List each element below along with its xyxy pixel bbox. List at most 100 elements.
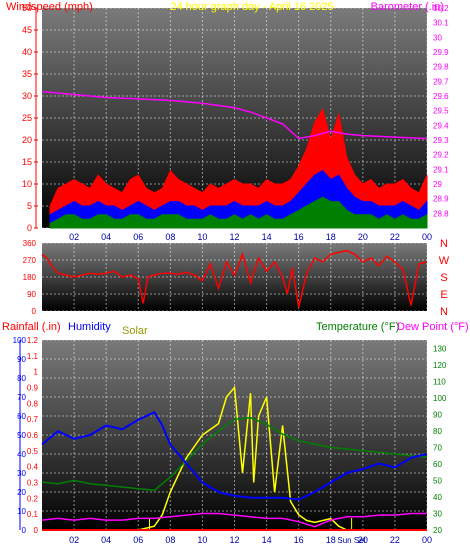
rainfall-label: Rainfall (.in) — [2, 321, 61, 333]
rain-x-tick: 12 — [229, 535, 239, 545]
compass-label: E — [440, 289, 447, 301]
compass-label: S — [440, 272, 447, 284]
wind-x-tick: 00 — [422, 232, 432, 242]
baro-y-tick: 29.4 — [433, 121, 449, 130]
rain-x-tick: 18 — [326, 535, 336, 545]
wind-panel: 0 5 10 15 20 25 30 35 40 45 50 28.8 28.9 29 29.1 29.2 2… — [6, 1, 449, 242]
temp-y-tick: 40 — [433, 493, 442, 502]
temp-y-tick: 60 — [433, 460, 442, 469]
humidity-y-tick: 70 — [17, 393, 26, 402]
humidity-y-tick: 20 — [17, 488, 26, 497]
wind-y-tick: 35 — [22, 69, 32, 79]
wind-x-tick: 02 — [69, 232, 79, 242]
dewpoint-line — [41, 512, 427, 528]
temperature-label: Temperature (°F) — [316, 321, 399, 333]
windspeed-label: Windspeed (mph) — [6, 1, 93, 13]
rain-y-tick: 1.1 — [27, 352, 39, 361]
temp-y-tick: 30 — [433, 509, 442, 518]
wind-x-tick: 12 — [229, 232, 239, 242]
temperature-line — [41, 416, 428, 492]
temp-y-tick: 110 — [433, 377, 446, 386]
rain-x-tick: 08 — [165, 535, 175, 545]
baro-y-tick: 30 — [433, 33, 442, 42]
humidity-y-tick: 40 — [17, 450, 26, 459]
humidity-y-tick: 30 — [17, 469, 26, 478]
wind-x-tick: 10 — [197, 232, 207, 242]
wind-y-tick: 50 — [22, 3, 32, 13]
humidity-y-tick: 80 — [17, 374, 26, 383]
rain-x-tick: 04 — [101, 535, 111, 545]
wind-y-tick: 20 — [22, 135, 32, 145]
dir-y-tick: 0 — [32, 307, 37, 316]
wind-x-tick: 18 — [326, 232, 336, 242]
humidity-y-tick: 0 — [22, 526, 27, 535]
temp-y-tick: 90 — [433, 410, 442, 419]
solar-label: Solar — [122, 325, 148, 337]
wind-y-tick: 25 — [22, 113, 32, 123]
baro-y-tick: 29.3 — [433, 136, 449, 145]
humidity-y-tick: 60 — [17, 412, 26, 421]
rain-x-tick: 16 — [294, 535, 304, 545]
dewpoint-label: Dew Point (°F) — [397, 321, 469, 333]
wind-area — [49, 196, 428, 229]
rain-x-tick: 02 — [69, 535, 79, 545]
baro-y-tick: 29.8 — [433, 63, 449, 72]
wind-y-tick: 10 — [22, 179, 32, 189]
solar-line — [138, 385, 348, 531]
barometer-line — [41, 90, 428, 140]
rain-y-tick: 0 — [34, 526, 39, 535]
chart-title: 24 hour graph day - April 16 2025 — [170, 1, 333, 13]
wind-x-tick: 22 — [390, 232, 400, 242]
barometer-label: Barometer (.in) — [371, 1, 444, 13]
baro-y-tick: 29.2 — [433, 151, 449, 160]
humidity-y-tick: 10 — [17, 507, 26, 516]
temp-y-tick: 80 — [433, 427, 442, 436]
rain-x-tick: 14 — [262, 535, 272, 545]
humidity-line — [41, 410, 428, 501]
wind-x-tick: 14 — [262, 232, 272, 242]
rain-y-tick: 0.6 — [27, 431, 39, 440]
temp-y-tick: 50 — [433, 476, 442, 485]
baro-y-tick: 30.2 — [433, 4, 449, 13]
dir-y-tick: 270 — [23, 256, 37, 265]
dir-y-tick: 180 — [23, 273, 37, 282]
temp-y-tick: 130 — [433, 344, 447, 353]
rain-y-tick: 1.2 — [27, 336, 39, 345]
baro-y-tick: 29.7 — [433, 77, 449, 86]
wind-x-tick: 04 — [101, 232, 111, 242]
wind-y-tick: 45 — [22, 25, 32, 35]
rain-y-tick: 0.1 — [27, 510, 39, 519]
baro-y-tick: 29 — [433, 180, 442, 189]
rain-y-tick: 0.9 — [27, 384, 39, 393]
wind-y-tick: 0 — [27, 223, 32, 233]
rain-y-tick: 0.3 — [27, 479, 39, 488]
temp-y-tick: 20 — [433, 526, 442, 535]
wind-x-tick: 08 — [165, 232, 175, 242]
humidity-label: Humidity — [68, 321, 111, 333]
baro-y-tick: 28.8 — [433, 209, 449, 218]
rain-y-tick: 0.4 — [27, 463, 39, 472]
rain-y-tick: 0.7 — [27, 415, 39, 424]
rain-y-tick: 0.2 — [27, 494, 39, 503]
sun-set-label: Sun Set — [337, 536, 366, 545]
wind-y-tick: 30 — [22, 91, 32, 101]
rain-x-tick: 22 — [390, 535, 400, 545]
rain-x-tick: 06 — [133, 535, 143, 545]
rain-x-tick: 00 — [422, 535, 432, 545]
compass-label: N — [440, 238, 448, 250]
rain-y-tick: 0.8 — [27, 399, 39, 408]
wind-x-tick: 20 — [358, 232, 368, 242]
wind-y-tick: 40 — [22, 47, 32, 57]
wind-x-tick: 16 — [294, 232, 304, 242]
baro-y-tick: 28.9 — [433, 195, 449, 204]
baro-y-tick: 30.1 — [433, 19, 449, 28]
wind-y-tick: 15 — [22, 157, 32, 167]
compass-label: N — [440, 306, 448, 318]
baro-y-tick: 29.5 — [433, 107, 449, 116]
wind-direction-line — [41, 249, 428, 308]
dir-y-tick: 90 — [27, 290, 36, 299]
wind-x-tick: 06 — [133, 232, 143, 242]
wind-y-tick: 5 — [27, 201, 32, 211]
